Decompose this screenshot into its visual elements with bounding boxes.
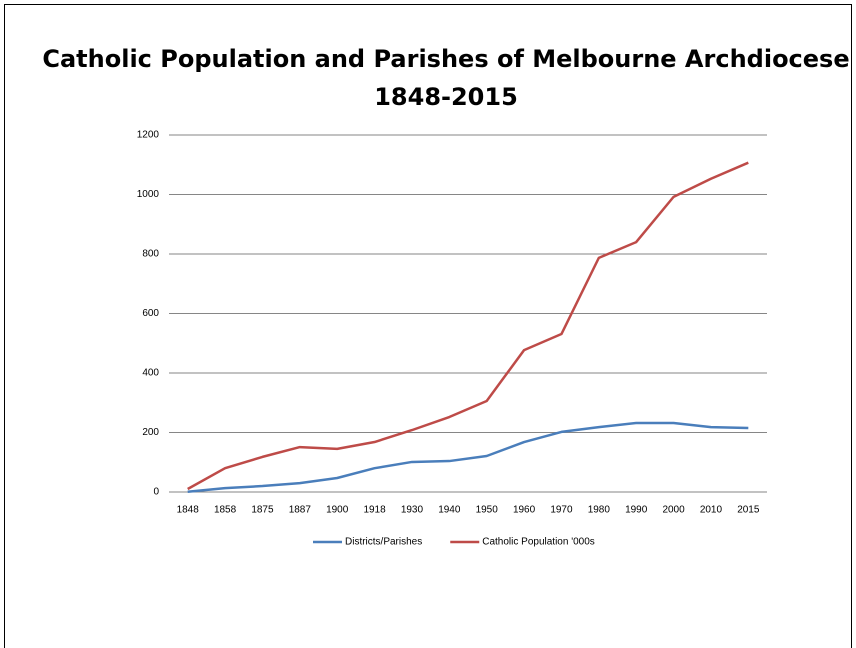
x-tick-label: 1918 — [363, 505, 386, 516]
x-tick-label: 1980 — [588, 505, 611, 516]
x-tick-label: 1887 — [289, 505, 312, 516]
y-tick-label: 800 — [142, 249, 159, 260]
series-line — [187, 161, 749, 491]
x-tick-label: 1875 — [251, 505, 274, 516]
x-tick-label: 1930 — [401, 505, 424, 516]
x-tick-label: 1990 — [625, 505, 648, 516]
x-tick-label: 1848 — [177, 505, 200, 516]
x-tick-label: 2000 — [662, 505, 685, 516]
chart-title: Catholic Population and Parishes of Melb… — [42, 45, 849, 73]
x-tick-label: 2015 — [737, 505, 760, 516]
x-tick-label: 1900 — [326, 505, 349, 516]
series-line — [187, 421, 749, 493]
y-tick-label: 600 — [142, 308, 159, 319]
x-tick-label: 2010 — [700, 505, 723, 516]
x-tick-label: 1858 — [214, 505, 237, 516]
x-tick-label: 1940 — [438, 505, 461, 516]
y-tick-label: 1000 — [137, 189, 160, 200]
x-tick-label: 1970 — [550, 505, 573, 516]
x-tick-label: 1960 — [513, 505, 536, 516]
chart-title: 1848-2015 — [374, 83, 518, 111]
legend-label: Districts/Parishes — [345, 537, 422, 548]
y-tick-label: 400 — [142, 368, 159, 379]
y-tick-label: 200 — [142, 427, 159, 438]
y-tick-label: 0 — [153, 487, 159, 498]
y-tick-label: 1200 — [137, 130, 160, 141]
chart-border — [4, 4, 852, 648]
x-tick-label: 1950 — [476, 505, 499, 516]
legend-label: Catholic Population '000s — [482, 537, 595, 548]
